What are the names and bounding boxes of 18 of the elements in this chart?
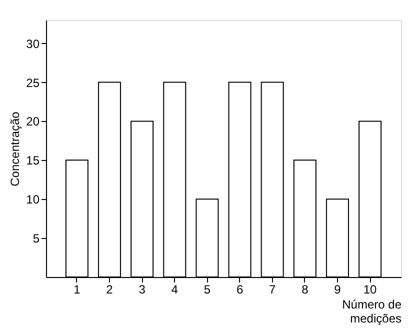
x-axis-title: Número de medições — [342, 298, 402, 326]
y-tick-label: 25 — [26, 76, 40, 90]
x-tick-label: 6 — [236, 282, 244, 296]
x-tick-label: 3 — [138, 282, 146, 296]
x-tick-label: 5 — [204, 282, 211, 296]
y-axis-title: Concentração — [8, 111, 22, 186]
x-tick-label: 2 — [106, 282, 114, 296]
y-tick-label: 5 — [32, 232, 40, 246]
y-tick-label: 15 — [26, 154, 40, 168]
y-tick-label: 20 — [26, 114, 40, 129]
x-tick-label: 1 — [74, 282, 81, 296]
x-tick-label: 7 — [269, 282, 276, 296]
x-tick-label: 9 — [334, 282, 342, 296]
x-tick-label: 8 — [302, 282, 309, 296]
x-tick-label: 10 — [363, 282, 378, 296]
x-tick-label: 4 — [171, 282, 178, 296]
y-tick-label: 10 — [26, 192, 40, 207]
y-tick-label: 30 — [26, 36, 40, 51]
